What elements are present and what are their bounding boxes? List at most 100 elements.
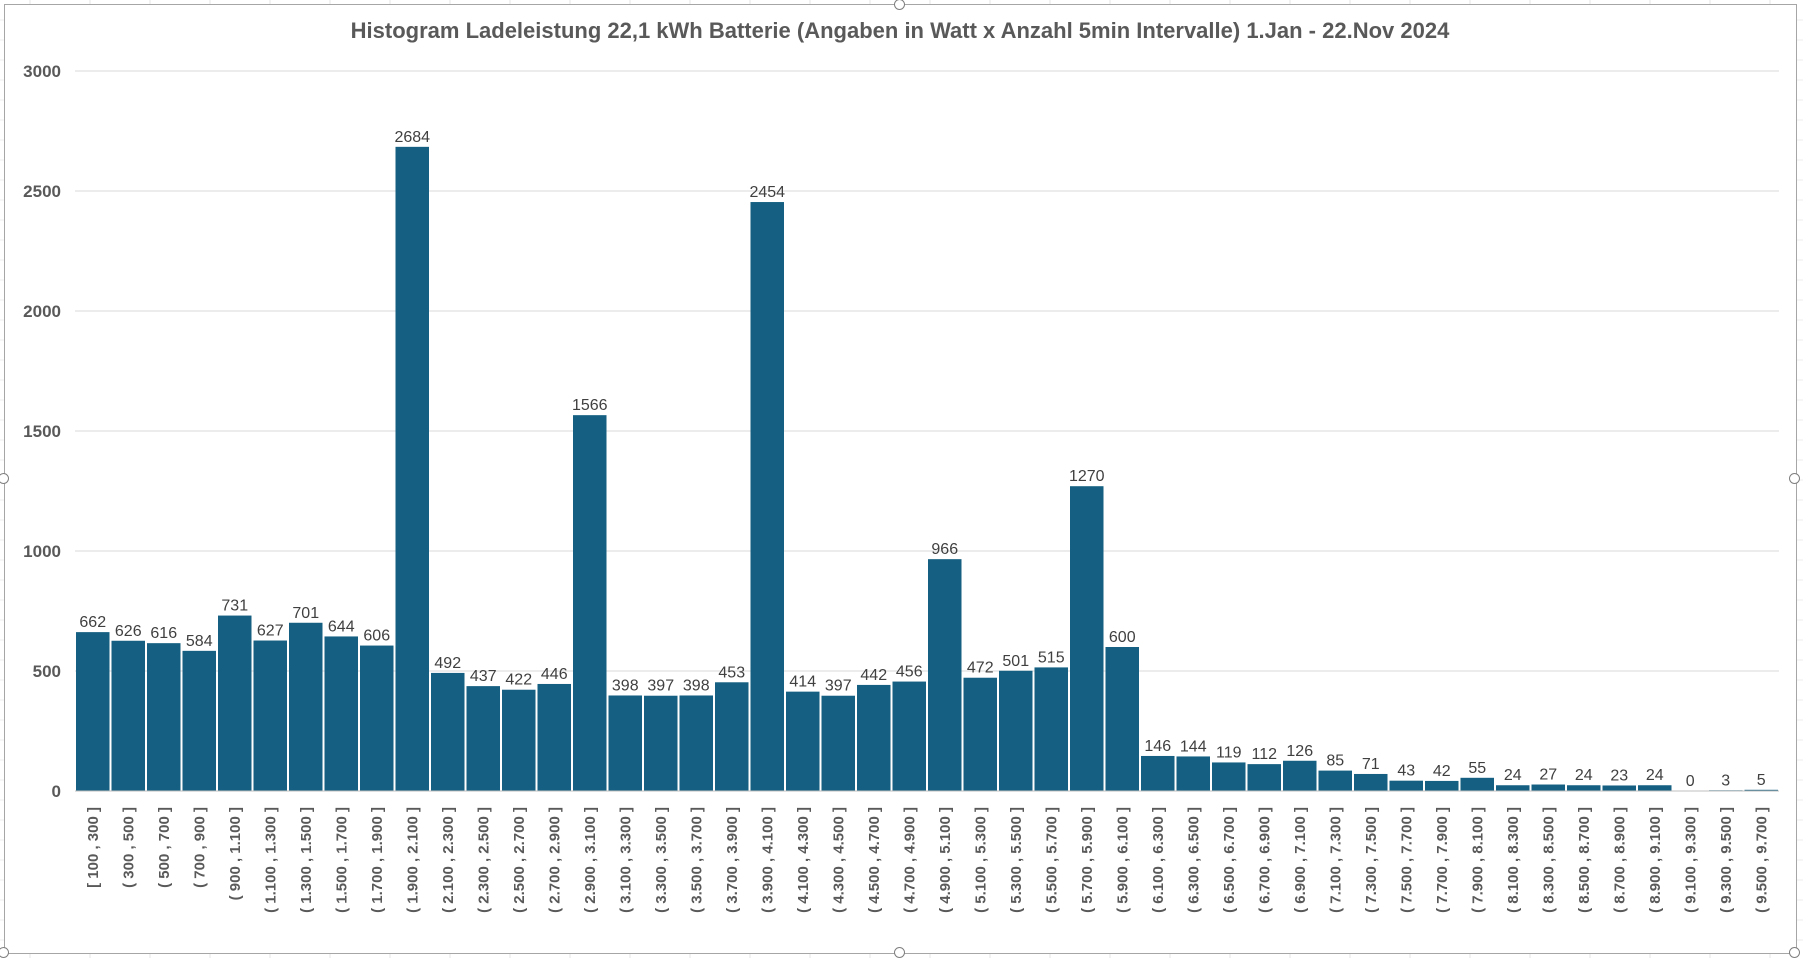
y-tick-label: 1000 <box>23 542 61 561</box>
x-tick-label: ( 700 , 900 ] <box>191 807 208 888</box>
resize-handle-bottom-right[interactable] <box>1789 947 1800 958</box>
x-tick-label: ( 4.700 , 4.900 ] <box>901 807 918 913</box>
data-label: 437 <box>470 668 497 685</box>
resize-handle-bottom[interactable] <box>894 947 905 958</box>
data-label: 446 <box>541 666 568 683</box>
x-tick-label: ( 2.900 , 3.100 ] <box>582 807 599 913</box>
x-tick-label: ( 4.300 , 4.500 ] <box>830 807 847 913</box>
x-tick-label: ( 2.500 , 2.700 ] <box>511 807 528 913</box>
x-tick-label: ( 3.300 , 3.500 ] <box>653 807 670 913</box>
x-tick-label: ( 4.100 , 4.300 ] <box>795 807 812 913</box>
bar <box>1070 486 1104 791</box>
data-label: 422 <box>505 672 532 689</box>
data-label: 456 <box>896 664 923 681</box>
bar <box>786 691 820 791</box>
data-label: 5 <box>1757 772 1766 789</box>
bar <box>111 640 145 791</box>
data-label: 43 <box>1397 763 1415 780</box>
bar <box>857 684 891 791</box>
x-tick-label: ( 2.300 , 2.500 ] <box>475 807 492 913</box>
x-tick-label: ( 300 , 500 ] <box>120 807 137 888</box>
x-axis: [ 100 , 300 ] ( 300 , 500 ] ( 500 , 700 ] (… <box>75 790 1779 913</box>
resize-handle-right[interactable] <box>1789 473 1800 484</box>
data-label: 144 <box>1180 738 1207 755</box>
y-tick-label: 1500 <box>23 422 61 441</box>
data-label: 731 <box>221 598 248 615</box>
bar <box>395 146 429 792</box>
x-tick-label: ( 9.300 , 9.500 ] <box>1718 807 1735 913</box>
data-label: 397 <box>647 678 674 695</box>
y-tick-label: 3000 <box>23 62 61 81</box>
bar <box>1389 780 1423 791</box>
x-tick-label: ( 1.500 , 1.700 ] <box>333 807 350 913</box>
x-tick-label: ( 7.900 , 8.100 ] <box>1469 807 1486 913</box>
x-tick-label: ( 5.300 , 5.500 ] <box>1008 807 1025 913</box>
bar <box>1283 760 1317 791</box>
x-tick-label: ( 7.700 , 7.900 ] <box>1434 807 1451 913</box>
chart-area[interactable]: Histogram Ladeleistung 22,1 kWh Batterie… <box>4 4 1797 954</box>
data-label: 616 <box>150 625 177 642</box>
bar <box>147 643 181 791</box>
x-tick-label: ( 2.700 , 2.900 ] <box>546 807 563 913</box>
data-label: 966 <box>931 541 958 558</box>
data-label: 71 <box>1362 756 1380 773</box>
resize-handle-left[interactable] <box>0 473 9 484</box>
data-label: 146 <box>1144 738 1171 755</box>
y-axis: 0 500 1000 1500 2000 2500 3000 <box>23 62 61 801</box>
x-tick-label: ( 1.300 , 1.500 ] <box>298 807 315 913</box>
x-tick-label: ( 3.700 , 3.900 ] <box>724 807 741 913</box>
y-tick-label: 2500 <box>23 182 61 201</box>
x-tick-label: [ 100 , 300 ] <box>85 807 102 888</box>
data-label: 398 <box>612 677 639 694</box>
bar <box>324 636 358 791</box>
y-tick-label: 500 <box>33 662 61 681</box>
x-tick-label: ( 7.100 , 7.300 ] <box>1327 807 1344 913</box>
resize-handle-top[interactable] <box>894 0 905 10</box>
bar <box>1141 755 1175 791</box>
data-label: 414 <box>789 674 816 691</box>
bar <box>1744 789 1778 791</box>
bars <box>76 146 1778 792</box>
data-label: 85 <box>1326 753 1344 770</box>
x-tick-label: ( 6.100 , 6.300 ] <box>1150 807 1167 913</box>
x-tick-label: ( 9.500 , 9.700 ] <box>1753 807 1770 913</box>
x-tick-label: ( 1.700 , 1.900 ] <box>369 807 386 913</box>
bar <box>679 695 713 791</box>
data-label: 1270 <box>1069 468 1105 485</box>
bar <box>466 686 500 791</box>
x-tick-label: ( 6.700 , 6.900 ] <box>1256 807 1273 913</box>
y-tick-label: 2000 <box>23 302 61 321</box>
x-tick-label: ( 500 , 700 ] <box>156 807 173 888</box>
data-label: 2684 <box>394 129 430 146</box>
x-tick-label: ( 8.900 , 9.100 ] <box>1647 807 1664 913</box>
bar <box>218 615 252 791</box>
bar <box>1496 785 1530 791</box>
y-tick-label: 0 <box>52 782 61 801</box>
x-tick-label: ( 4.900 , 5.100 ] <box>937 807 954 913</box>
data-label: 606 <box>363 628 390 645</box>
data-label: 515 <box>1038 649 1065 666</box>
bar <box>182 650 216 791</box>
bar <box>1425 780 1459 791</box>
x-tick-label: ( 5.700 , 5.900 ] <box>1079 807 1096 913</box>
data-label: 644 <box>328 618 355 635</box>
data-label: 3 <box>1721 772 1730 789</box>
x-tick-label: ( 5.100 , 5.300 ] <box>972 807 989 913</box>
x-tick-label: ( 3.900 , 4.100 ] <box>759 807 776 913</box>
data-label: 442 <box>860 667 887 684</box>
histogram-chart: Histogram Ladeleistung 22,1 kWh Batterie… <box>23 18 1779 913</box>
data-label: 627 <box>257 623 284 640</box>
x-tick-label: ( 1.900 , 2.100 ] <box>404 807 421 913</box>
x-tick-label: ( 7.300 , 7.500 ] <box>1363 807 1380 913</box>
data-label: 24 <box>1646 767 1664 784</box>
x-tick-label: ( 3.100 , 3.300 ] <box>617 807 634 913</box>
data-label: 23 <box>1610 767 1628 784</box>
bar <box>1638 785 1672 791</box>
bar <box>1460 777 1494 791</box>
bar <box>1212 762 1246 791</box>
bar <box>1105 647 1139 791</box>
data-label: 24 <box>1575 767 1593 784</box>
data-label: 119 <box>1216 744 1242 761</box>
bar <box>431 672 465 791</box>
